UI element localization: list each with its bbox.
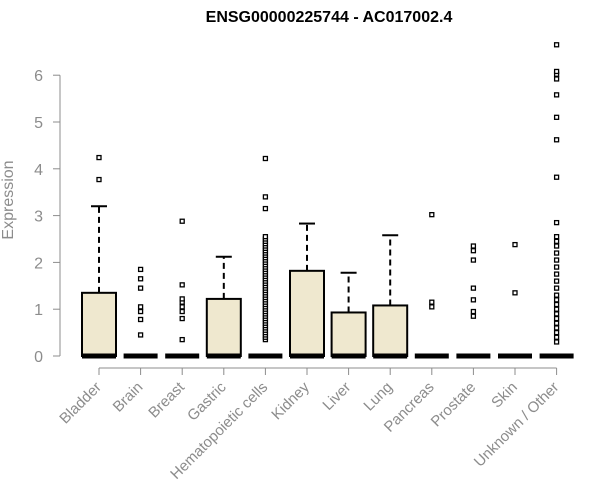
box-body [205,297,242,357]
outlier-point [512,241,518,248]
x-tick-label-prostate: Prostate [428,379,480,431]
outlier-point [553,278,560,284]
outlier-point [429,212,435,218]
outlier-point [137,304,144,310]
outlier-point [553,92,560,98]
y-tick-label: 6 [34,68,43,85]
outlier-point [429,299,435,305]
outlier-point [553,320,560,326]
outlier-point [553,68,560,75]
x-tick-label-kidney: Kidney [268,378,313,423]
outlier-point [553,42,560,48]
outlier-point [553,285,560,291]
box-unknown-other [539,42,574,359]
outlier-point [96,176,102,183]
outlier-point [553,250,560,256]
box-pancreas [414,212,449,359]
y-tick-label: 5 [34,115,43,132]
outlier-point [553,292,560,298]
box-body [372,304,409,357]
box-prostate [456,243,491,359]
x-tick-label-brain: Brain [110,379,147,416]
box-body [330,311,367,358]
outlier-point [553,264,560,270]
y-tick-label: 4 [34,162,43,179]
box-liver [330,271,367,359]
outlier-point [179,336,185,343]
outlier-point [553,329,560,336]
outlier-point [553,257,560,263]
outlier-point [137,285,144,291]
box-lung [372,234,409,359]
outlier-point [179,296,185,302]
outlier-point [179,218,185,224]
outlier-point [470,308,477,315]
outlier-point [553,301,560,308]
outlier-point [553,306,560,312]
outlier-point [179,282,185,288]
outlier-point [553,297,560,303]
box-hematopoietic-cells [248,155,283,359]
x-tick-label-breast: Breast [145,378,188,421]
outlier-point [262,234,269,240]
outlier-point [553,174,560,180]
outlier-point [470,313,477,319]
outlier-point [262,155,269,162]
outlier-point [470,257,477,263]
outlier-point [179,315,185,322]
outlier-point [553,137,560,143]
outlier-point [553,114,560,120]
box-kidney [289,222,325,359]
x-tick-label-liver: Liver [319,379,354,414]
outlier-point [470,285,477,291]
y-tick-label: 2 [34,255,43,272]
y-tick-label: 0 [34,349,43,366]
outlier-point [553,334,560,340]
outlier-point [553,219,560,226]
outlier-point [262,194,269,200]
y-tick-label: 1 [34,302,43,319]
outlier-point [137,308,144,315]
outlier-point [553,271,560,277]
outlier-point [553,238,560,244]
outlier-point [553,315,560,322]
outlier-point [137,332,144,338]
box-body [289,269,325,358]
outlier-point [553,339,560,345]
outlier-point [553,311,560,317]
outlier-point [470,248,477,254]
outlier-point [262,205,269,212]
outlier-point [137,276,144,282]
box-breast [165,218,200,359]
box-bladder [81,154,117,359]
box-brain [123,266,158,359]
outlier-point [470,243,477,249]
outlier-point [553,234,560,240]
outlier-point [179,304,185,310]
outlier-point [470,297,477,303]
box-skin [498,241,532,359]
outlier-point [179,308,185,315]
outlier-point [553,76,560,82]
box-gastric [205,255,242,359]
outlier-point [137,316,144,323]
x-tick-label-bladder: Bladder [56,379,105,428]
y-axis-label: Expression [0,160,17,239]
outlier-point [553,243,560,249]
x-tick-label-skin: Skin [488,379,521,412]
outlier-point [96,154,102,161]
y-axis: 0 1 2 3 4 5 6 [34,68,61,366]
outlier-point [512,290,518,296]
x-tick-label-lung: Lung [360,379,396,415]
outlier-point [553,325,560,331]
outlier-point [137,266,144,273]
plot-area [81,42,574,359]
y-tick-label: 3 [34,209,43,226]
outlier-point [429,304,435,310]
chart-title: ENSG00000225744 - AC017002.4 [206,9,453,26]
box-body [81,291,117,358]
